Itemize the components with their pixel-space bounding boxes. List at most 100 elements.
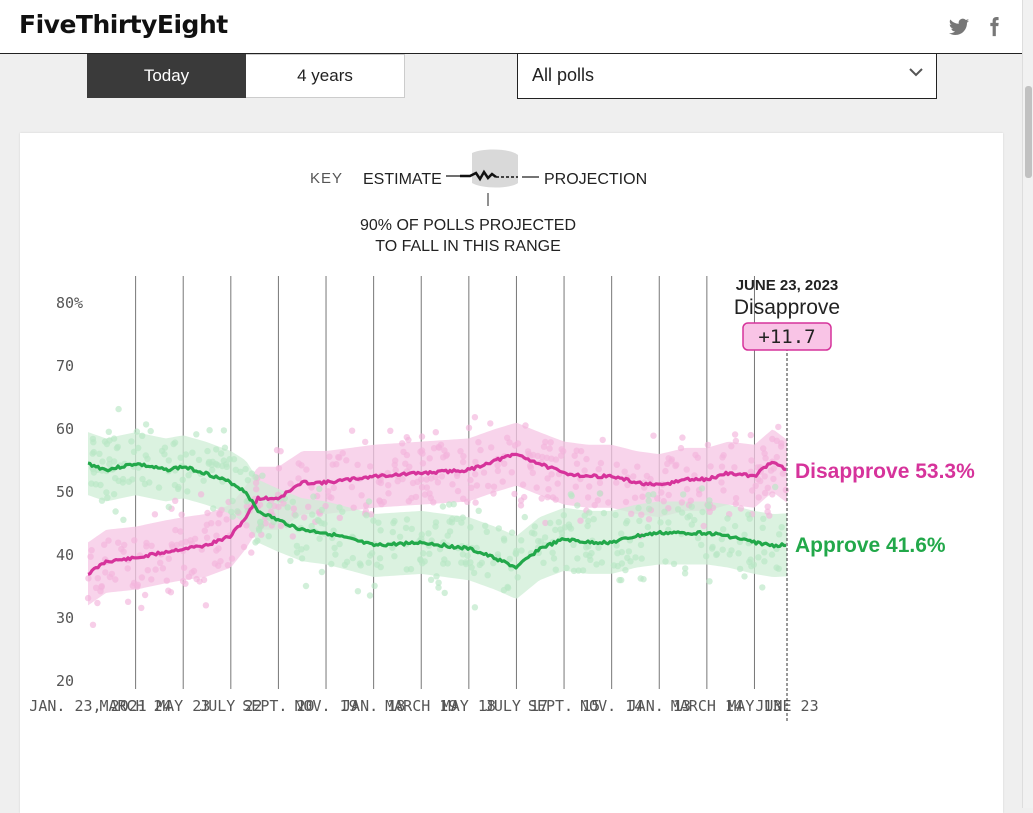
approve-poll-dot <box>171 481 179 489</box>
approve-poll-dot <box>698 485 706 492</box>
approve-poll-dot <box>365 559 372 566</box>
disapprove-poll-dot <box>201 527 208 534</box>
scrollbar-thumb[interactable] <box>1025 86 1032 178</box>
approve-poll-dot <box>171 439 179 446</box>
approve-poll-dot <box>518 547 525 554</box>
approve-poll-dot <box>748 563 755 570</box>
disapprove-poll-dot <box>243 522 250 529</box>
twitter-icon[interactable] <box>948 16 970 38</box>
approve-poll-dot <box>563 564 570 572</box>
approve-poll-dot <box>640 576 647 583</box>
disapprove-poll-dot <box>494 462 501 469</box>
disapprove-poll-dot <box>375 478 382 486</box>
approve-poll-dot <box>184 488 191 495</box>
disapprove-poll-dot <box>215 545 222 552</box>
chart-key: KEY ESTIMATE PROJECTION 90% OF POLLS PRO… <box>310 149 647 255</box>
approve-poll-dot <box>195 456 203 464</box>
disapprove-poll-dot <box>718 463 726 470</box>
disapprove-poll-dot <box>533 484 540 491</box>
approve-poll-dot <box>98 497 106 504</box>
approve-poll-dot <box>720 526 727 533</box>
approve-poll-dot <box>103 489 110 496</box>
disapprove-poll-dot <box>761 489 769 497</box>
disapprove-poll-dot <box>692 451 699 459</box>
approve-poll-dot <box>226 456 233 463</box>
facebook-icon[interactable] <box>983 16 1005 38</box>
approve-poll-dot <box>470 569 478 577</box>
disapprove-poll-dot <box>217 558 224 565</box>
disapprove-poll-dot <box>581 467 588 474</box>
disapprove-poll-dot <box>105 537 112 544</box>
approve-poll-dot <box>104 494 111 501</box>
disapprove-poll-dot <box>548 471 555 478</box>
approve-poll-dot <box>427 576 435 583</box>
disapprove-poll-dot <box>412 493 420 501</box>
disapprove-poll-dot <box>224 562 232 569</box>
site-logo[interactable]: FiveThirtyEight <box>19 10 228 39</box>
approve-poll-dot <box>506 555 513 563</box>
disapprove-poll-dot <box>696 491 703 498</box>
approve-poll-dot <box>473 544 480 552</box>
disapprove-poll-dot <box>650 432 657 439</box>
approve-poll-dot <box>179 476 186 483</box>
approve-poll-dot <box>115 405 122 413</box>
disapprove-poll-dot <box>392 457 399 464</box>
disapprove-poll-dot <box>762 455 769 462</box>
approve-poll-dot <box>357 562 364 569</box>
disapprove-poll-dot <box>120 548 127 555</box>
disapprove-poll-dot <box>277 448 284 455</box>
disapprove-poll-dot <box>326 453 333 460</box>
approve-poll-dot <box>439 503 447 510</box>
disapprove-end-label: Disapprove 53.3% <box>795 460 975 483</box>
approve-poll-dot <box>586 509 593 516</box>
disapprove-poll-dot <box>138 604 145 612</box>
approve-poll-dot <box>165 457 172 464</box>
approve-poll-dot <box>531 523 538 530</box>
tab-today[interactable]: Today <box>87 54 246 98</box>
approve-poll-dot <box>139 432 146 439</box>
approve-poll-dot <box>624 554 631 561</box>
approve-poll-dot <box>624 517 631 525</box>
disapprove-poll-dot <box>504 434 511 441</box>
approve-poll-dot <box>670 560 678 568</box>
disapprove-poll-dot <box>454 487 462 495</box>
disapprove-poll-dot <box>290 505 297 512</box>
disapprove-poll-dot <box>350 504 357 511</box>
disapprove-poll-dot <box>402 460 409 467</box>
disapprove-poll-dot <box>517 497 525 504</box>
approve-poll-dot <box>582 551 590 558</box>
approve-poll-dot <box>453 515 460 522</box>
approve-poll-dot <box>110 435 118 442</box>
approve-poll-dot <box>408 525 415 533</box>
disapprove-poll-dot <box>152 566 159 573</box>
disapprove-poll-dot <box>477 446 484 454</box>
approve-poll-dot <box>318 568 326 576</box>
disapprove-poll-dot <box>665 491 672 499</box>
disapprove-poll-dot <box>98 583 105 590</box>
disapprove-poll-dot <box>121 541 128 549</box>
disapprove-poll-dot <box>573 447 580 454</box>
approve-poll-dot <box>665 519 672 526</box>
disapprove-poll-dot <box>348 427 356 434</box>
approve-poll-dot <box>471 604 479 611</box>
disapprove-poll-dot <box>301 514 308 521</box>
approve-poll-dot <box>373 561 381 568</box>
tab-4-years[interactable]: 4 years <box>246 54 405 98</box>
disapprove-poll-dot <box>775 423 782 431</box>
approve-poll-dot <box>432 519 440 526</box>
disapprove-poll-dot <box>490 483 498 490</box>
approve-poll-dot <box>128 438 135 445</box>
disapprove-poll-dot <box>552 456 560 463</box>
disapprove-poll-dot <box>639 493 646 500</box>
key-range-swatch <box>472 149 518 188</box>
poll-filter-select[interactable]: All polls <box>517 54 937 99</box>
scrollbar[interactable] <box>1022 0 1033 808</box>
approve-poll-dot <box>292 512 299 519</box>
disapprove-poll-dot <box>256 501 264 508</box>
approve-poll-dot <box>441 556 448 563</box>
approve-poll-dot <box>638 555 645 562</box>
approve-poll-dot <box>105 428 113 435</box>
disapprove-poll-dot <box>92 584 100 591</box>
disapprove-poll-dot <box>573 460 581 467</box>
